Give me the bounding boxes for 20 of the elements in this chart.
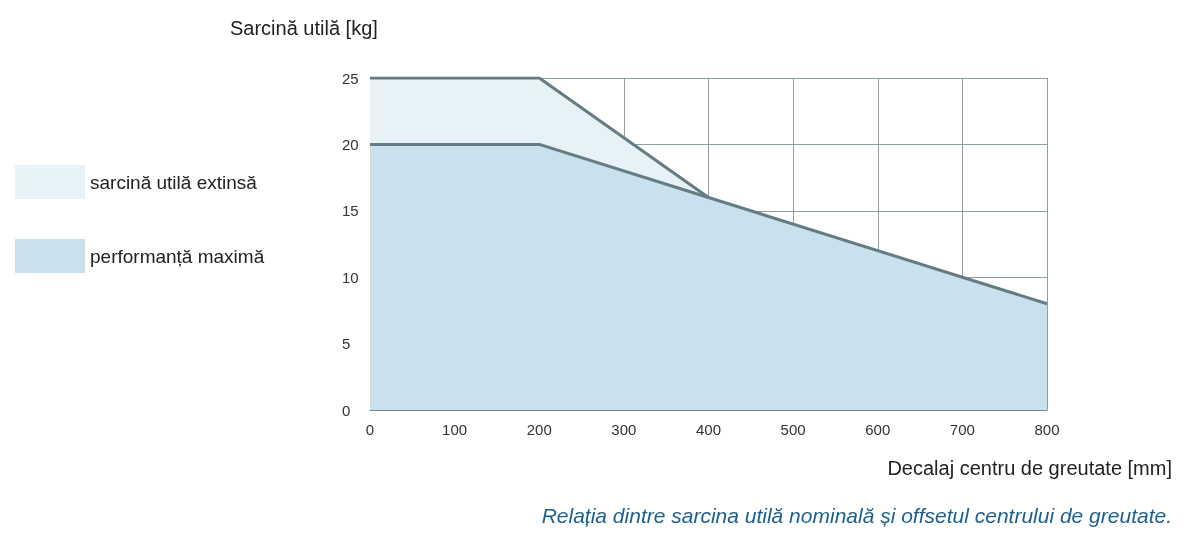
x-axis-title: Decalaj centru de greutate [mm] — [887, 457, 1173, 479]
y-tick-label: 10 — [342, 268, 359, 286]
y-tick-label: 20 — [342, 135, 359, 153]
x-tick-label: 600 — [865, 421, 891, 438]
x-tick-label: 300 — [611, 421, 637, 438]
x-tick-label: 700 — [949, 421, 975, 438]
y-tick-label: 0 — [342, 401, 351, 419]
y-tick-label: 5 — [342, 335, 351, 353]
x-tick-label: 100 — [442, 421, 468, 438]
x-tick-label: 400 — [695, 421, 722, 438]
x-tick-label: 800 — [1034, 421, 1060, 438]
x-tick-label: 0 — [365, 421, 375, 438]
y-tick-label: 25 — [342, 69, 359, 87]
x-tick-label: 500 — [780, 421, 806, 438]
legend-label: sarcină utilă extinsă — [90, 171, 258, 193]
legend-label: performanță maximă — [90, 245, 265, 267]
x-tick-label: 200 — [526, 421, 552, 438]
y-axis-title: Sarcină utilă [kg] — [230, 17, 378, 39]
text: Relația dintre sarcina utilă nominală și offsetul centrului de greutate. — [541, 504, 1173, 527]
y-tick-label: 15 — [342, 202, 359, 220]
